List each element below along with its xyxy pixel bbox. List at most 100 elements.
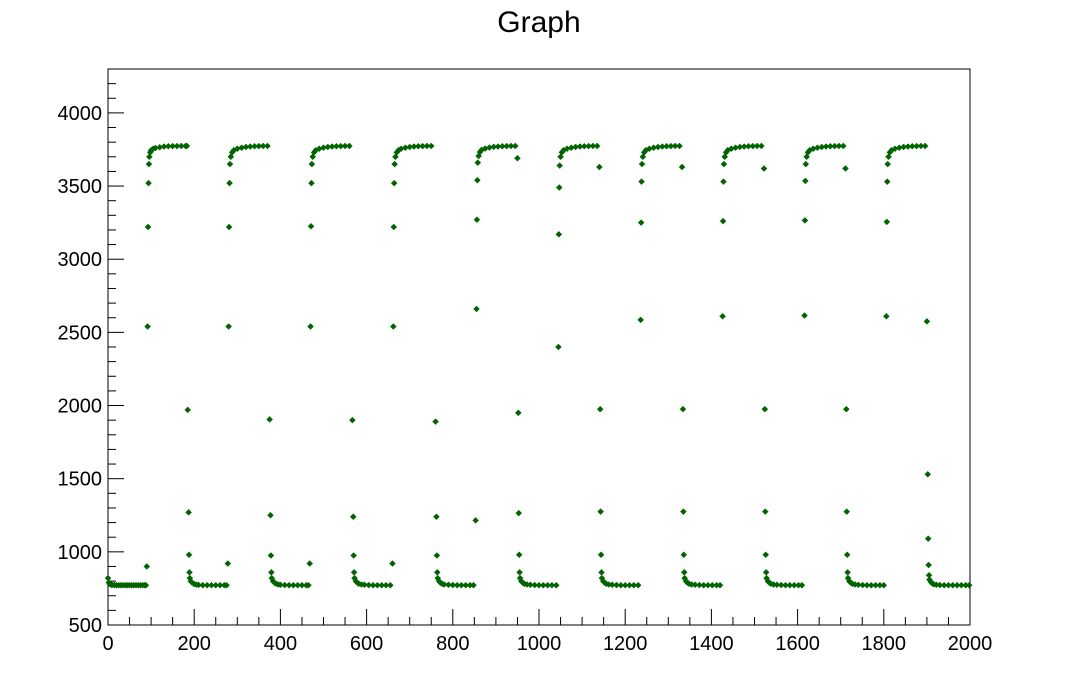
data-point: [531, 581, 539, 589]
x-tick-label: 200: [178, 633, 211, 655]
data-point: [762, 568, 770, 576]
data-point: [555, 184, 563, 191]
data-point: [936, 581, 944, 589]
data-point: [142, 581, 150, 589]
data-point: [883, 178, 891, 186]
data-point: [855, 581, 862, 589]
data-point: [391, 160, 398, 168]
data-point: [680, 568, 688, 576]
y-tick-label: 1000: [58, 542, 103, 564]
data-point: [719, 217, 727, 225]
data-point: [226, 179, 233, 187]
plot-frame: [107, 68, 971, 626]
data-point: [527, 581, 534, 589]
data-point: [965, 581, 973, 589]
data-point: [445, 581, 452, 589]
y-tick-label: 3000: [58, 249, 103, 271]
data-point: [798, 581, 806, 589]
data-point: [802, 177, 809, 185]
data-point: [474, 176, 481, 184]
data-point: [695, 581, 703, 589]
data-point: [842, 405, 850, 413]
data-point: [346, 142, 353, 150]
data-point: [473, 305, 480, 313]
data-point: [515, 551, 523, 559]
data-point: [691, 581, 699, 589]
data-point: [515, 509, 523, 517]
data-point: [389, 323, 397, 330]
data-point: [556, 162, 564, 169]
data-point: [514, 409, 522, 417]
data-point: [390, 179, 398, 187]
data-point: [839, 142, 847, 150]
data-point: [225, 323, 233, 330]
data-point: [185, 508, 192, 516]
data-point: [516, 568, 523, 576]
data-point: [883, 312, 890, 320]
y-tick-label: 1500: [58, 469, 103, 491]
data-point: [761, 508, 769, 515]
data-point: [390, 223, 398, 231]
data-point: [777, 581, 785, 589]
data-point: [596, 405, 604, 413]
data-point: [224, 560, 232, 567]
data-point: [843, 551, 851, 559]
data-point: [924, 470, 932, 478]
data-point: [801, 312, 808, 319]
data-point: [762, 551, 770, 559]
data-point: [597, 551, 605, 559]
data-point: [365, 581, 373, 589]
data-point: [223, 581, 230, 589]
x-tick-label: 1400: [689, 633, 734, 655]
data-point: [608, 581, 616, 589]
data-point: [859, 581, 867, 589]
data-point: [350, 552, 358, 559]
data-point: [146, 153, 153, 161]
data-point: [449, 581, 457, 589]
x-tick-label: 1200: [603, 633, 648, 655]
data-point: [802, 160, 810, 168]
data-point: [637, 316, 645, 324]
data-point: [680, 508, 687, 515]
data-point: [676, 142, 683, 150]
x-tick-label: 1800: [862, 633, 907, 655]
data-point: [925, 561, 932, 569]
x-tick-label: 1000: [517, 633, 562, 655]
y-tick-label: 4000: [58, 103, 103, 125]
data-point: [511, 142, 519, 150]
data-point: [637, 219, 645, 226]
data-point: [264, 142, 271, 150]
data-point: [144, 323, 152, 330]
data-point: [349, 416, 356, 424]
data-point: [680, 551, 688, 559]
data-points: [104, 142, 973, 589]
data-point: [440, 581, 448, 588]
data-point: [350, 568, 358, 576]
data-point: [844, 568, 851, 576]
data-point: [758, 142, 765, 150]
data-point: [308, 179, 315, 187]
data-point: [552, 581, 560, 589]
data-point: [277, 581, 284, 589]
data-point: [225, 223, 233, 231]
data-point: [361, 581, 368, 589]
data-point: [306, 560, 314, 567]
data-point: [719, 312, 726, 320]
x-tick-label: 800: [436, 633, 469, 655]
data-point: [473, 216, 481, 224]
data-point: [720, 160, 728, 168]
data-point: [145, 160, 153, 168]
data-point: [921, 142, 929, 150]
data-point: [389, 560, 396, 567]
data-point: [195, 581, 202, 589]
data-point: [773, 581, 781, 589]
data-point: [638, 160, 646, 168]
data-point: [679, 405, 687, 413]
y-tick-label: 3500: [58, 176, 103, 198]
x-tick-label: 600: [350, 633, 383, 655]
data-point: [470, 581, 477, 589]
data-point: [183, 142, 191, 150]
data-point: [281, 581, 289, 589]
data-point: [307, 222, 315, 230]
data-point: [883, 218, 891, 226]
